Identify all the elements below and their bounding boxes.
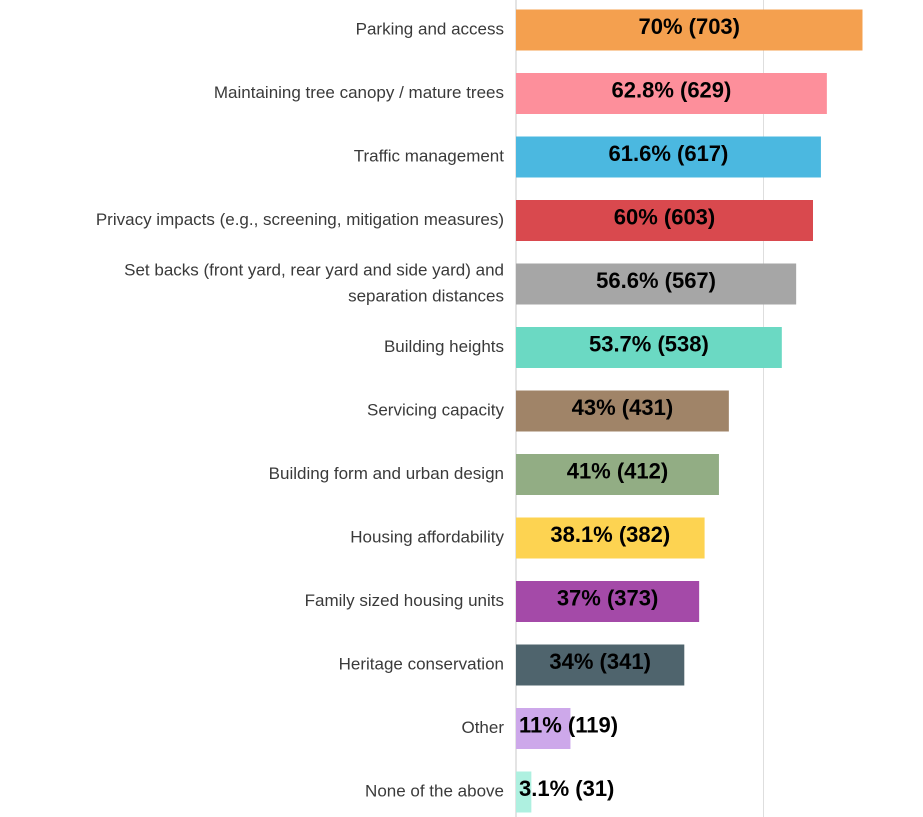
bar — [516, 771, 532, 813]
value-label: 37% (373) — [557, 585, 659, 610]
bar — [516, 454, 719, 495]
value-label: 53.7% (538) — [589, 331, 709, 356]
value-label: 41% (412) — [567, 458, 669, 483]
bar — [516, 73, 827, 114]
bar — [516, 200, 813, 241]
bar — [516, 136, 821, 178]
value-label: 60% (603) — [614, 204, 716, 229]
category-label: Servicing capacity — [367, 400, 505, 419]
category-label: Privacy impacts (e.g., screening, mitiga… — [96, 210, 504, 229]
value-label: 43% (431) — [572, 395, 674, 420]
value-label: 56.6% (567) — [596, 268, 716, 293]
category-label: Parking and access — [356, 19, 504, 38]
category-label: Building heights — [384, 337, 504, 356]
category-label: Heritage conservation — [339, 654, 504, 673]
category-label: Family sized housing units — [305, 591, 504, 610]
value-label: 70% (703) — [638, 14, 740, 39]
category-label: Building form and urban design — [269, 464, 504, 483]
category-label: separation distances — [348, 286, 504, 305]
category-label: None of the above — [365, 781, 504, 800]
value-label: 38.1% (382) — [550, 522, 670, 547]
category-label: Set backs (front yard, rear yard and sid… — [124, 260, 504, 279]
bar — [516, 390, 729, 432]
category-label: Traffic management — [354, 146, 505, 165]
value-label: 34% (341) — [549, 649, 651, 674]
category-label: Maintaining tree canopy / mature trees — [214, 83, 504, 102]
bar — [516, 517, 705, 559]
bar — [516, 327, 782, 368]
bar — [516, 644, 685, 686]
value-label: 62.8% (629) — [612, 77, 732, 102]
value-label: 11% (119) — [519, 712, 618, 737]
category-label: Other — [461, 718, 504, 737]
bar — [516, 263, 797, 305]
value-label: 61.6% (617) — [609, 141, 729, 166]
category-label: Housing affordability — [350, 527, 504, 546]
bar — [516, 9, 863, 51]
bar — [516, 581, 700, 622]
value-label: 3.1% (31) — [519, 776, 614, 801]
bar — [516, 708, 571, 749]
